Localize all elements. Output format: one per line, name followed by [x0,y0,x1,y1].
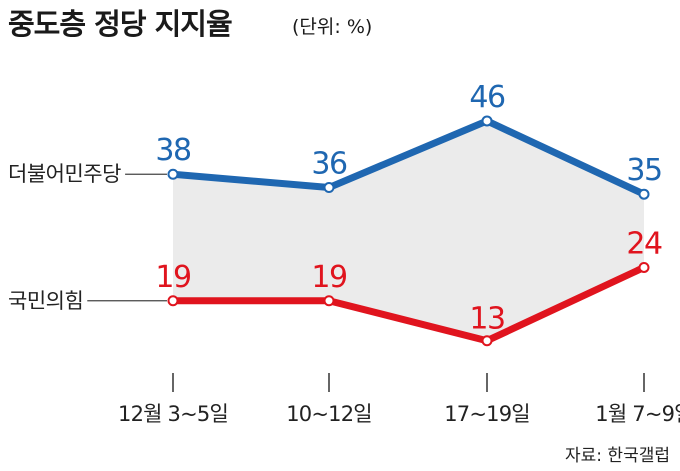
data-point [481,115,493,127]
data-label: 19 [155,260,190,295]
x-tick-label: 1월 7~9일 [595,402,680,426]
data-label: 36 [311,147,347,182]
data-label: 13 [469,302,504,337]
series-line [169,117,648,198]
x-tick-label: 17~19일 [444,402,530,426]
area-between-series [173,120,644,341]
data-point [167,295,179,307]
source-note: 자료: 한국갤럽 [565,446,670,466]
chart-title: 중도층 정당 지지율 [8,7,232,41]
data-label: 35 [626,153,661,188]
data-point [638,188,650,200]
x-tick-label: 10~12일 [286,402,372,426]
data-point [323,295,335,307]
series-line [169,263,648,345]
data-label: 19 [311,260,346,295]
data-label: 38 [155,133,191,168]
chart-unit: (단위: %) [292,16,372,38]
x-tick-label: 12월 3~5일 [118,402,228,426]
plot-area: 12월 3~5일 10~12일 17~19일 1월 7~9일 더불어민주당 38 36 46 3… [8,80,680,426]
data-label: 24 [626,226,662,261]
data-label: 46 [469,80,505,115]
series-label: 국민의힘 [8,289,83,313]
series-label: 더불어민주당 [8,162,121,186]
data-point [167,168,179,180]
data-point [638,261,650,273]
data-point [323,182,335,194]
data-point [481,335,493,347]
